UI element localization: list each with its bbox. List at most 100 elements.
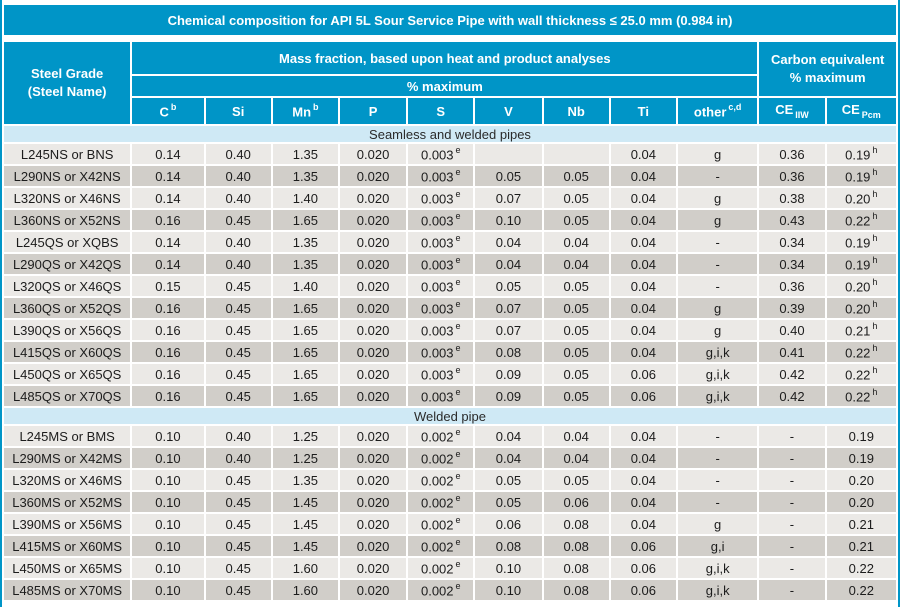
value-cell: 0.10	[132, 448, 204, 468]
value-cell: 0.40	[205, 254, 271, 274]
value-cell: 0.10	[475, 558, 542, 578]
value-cell: -	[677, 166, 758, 186]
table-row: L450MS or X65MS 0.10 0.45 1.60 0.020 0.002 e 0.…	[4, 558, 896, 578]
title-divider	[4, 37, 896, 40]
value-cell: 0.05	[543, 364, 609, 384]
value-cell: 0.05	[475, 166, 542, 186]
value-cell: 0.21	[826, 536, 896, 556]
value-cell: 0.36	[759, 166, 825, 186]
value-cell: 1.60	[272, 580, 338, 600]
value-cell: 0.40	[205, 166, 271, 186]
footnote-mark: e	[455, 166, 461, 177]
value-cell: 0.04	[475, 254, 542, 274]
value-cell: 0.020	[339, 342, 407, 362]
column-header: V	[475, 98, 542, 124]
footnote-mark: e	[455, 426, 461, 437]
value-cell: -	[759, 580, 825, 600]
value-cell: g,i,k	[677, 386, 758, 406]
footnote-mark: b	[170, 101, 177, 112]
value-cell: 1.35	[272, 254, 338, 274]
value-cell: 0.16	[132, 364, 204, 384]
value-cell: 0.003 e	[408, 364, 474, 384]
value-cell: g	[677, 188, 758, 208]
value-cell: 0.42	[759, 364, 825, 384]
value-cell: 0.08	[475, 536, 542, 556]
value-cell: 0.002 e	[408, 448, 474, 468]
value-cell: 0.14	[132, 166, 204, 186]
footnote-mark: e	[455, 276, 461, 287]
value-cell: 0.04	[610, 320, 676, 340]
value-cell: 0.020	[339, 426, 407, 446]
value-cell: 0.020	[339, 364, 407, 384]
value-cell: 0.020	[339, 276, 407, 296]
value-cell: g	[677, 144, 758, 164]
value-cell: 0.05	[475, 276, 542, 296]
value-cell: 0.04	[610, 448, 676, 468]
steel-grade-cell: L290QS or X42QS	[4, 254, 131, 274]
footnote-mark: h	[872, 342, 878, 353]
value-cell: 0.45	[205, 276, 271, 296]
value-cell: 0.38	[759, 188, 825, 208]
table-row: L320MS or X46MS 0.10 0.45 1.35 0.020 0.002 e 0.…	[4, 470, 896, 490]
value-cell: 1.35	[272, 470, 338, 490]
table-row: L360MS or X52MS 0.10 0.45 1.45 0.020 0.002 e 0.…	[4, 492, 896, 512]
footnote-mark: e	[455, 448, 461, 459]
value-cell: 0.003 e	[408, 188, 474, 208]
table-row: L290NS or X42NS 0.14 0.40 1.35 0.020 0.003 e 0.…	[4, 166, 896, 186]
value-cell: 0.45	[205, 470, 271, 490]
value-cell: 1.45	[272, 514, 338, 534]
value-cell: 0.020	[339, 536, 407, 556]
value-cell: 0.05	[475, 492, 542, 512]
value-cell: 0.08	[543, 514, 609, 534]
column-header: P	[339, 98, 407, 124]
value-cell: -	[677, 426, 758, 446]
value-cell: 0.05	[543, 298, 609, 318]
value-cell: 0.45	[205, 320, 271, 340]
value-cell: 0.19 h	[826, 166, 896, 186]
value-cell: g,i,k	[677, 342, 758, 362]
value-cell: 0.06	[543, 492, 609, 512]
column-header: Si	[205, 98, 271, 124]
value-cell: g,i,k	[677, 364, 758, 384]
value-cell: 0.05	[543, 320, 609, 340]
value-cell: 1.35	[272, 144, 338, 164]
value-cell: 0.04	[610, 426, 676, 446]
value-cell: 0.14	[132, 144, 204, 164]
value-cell: 0.43	[759, 210, 825, 230]
column-header: CE Pcm	[826, 98, 896, 124]
footnote-mark: e	[455, 144, 461, 155]
column-header: Ti	[610, 98, 676, 124]
footnote-mark: e	[455, 386, 461, 397]
value-cell: 0.10	[132, 426, 204, 446]
value-cell: 0.04	[610, 232, 676, 252]
value-cell: 1.65	[272, 364, 338, 384]
footnote-mark: e	[455, 188, 461, 199]
value-cell: 0.06	[610, 536, 676, 556]
value-cell: 0.020	[339, 210, 407, 230]
table-row: L485QS or X70QS 0.16 0.45 1.65 0.020 0.003 e 0.…	[4, 386, 896, 406]
value-cell: 0.003 e	[408, 144, 474, 164]
table-row: L320NS or X46NS 0.14 0.40 1.40 0.020 0.003 e 0.…	[4, 188, 896, 208]
value-cell: 0.04	[543, 232, 609, 252]
value-cell: 0.45	[205, 210, 271, 230]
footnote-mark: e	[455, 536, 461, 547]
value-cell: 0.003 e	[408, 276, 474, 296]
value-cell: 0.16	[132, 386, 204, 406]
value-cell: 0.45	[205, 386, 271, 406]
value-cell: 0.003 e	[408, 298, 474, 318]
value-cell: 1.65	[272, 386, 338, 406]
steel-grade-cell: L290NS or X42NS	[4, 166, 131, 186]
value-cell: 0.22 h	[826, 386, 896, 406]
value-cell: 0.05	[543, 166, 609, 186]
value-cell: 0.19 h	[826, 232, 896, 252]
value-cell: 1.65	[272, 210, 338, 230]
value-cell: 0.04	[543, 448, 609, 468]
footnote-mark: e	[455, 210, 461, 221]
value-cell: g,i,k	[677, 580, 758, 600]
value-cell: 1.60	[272, 558, 338, 578]
value-cell: 0.04	[610, 144, 676, 164]
section-header: Seamless and welded pipes	[4, 126, 896, 142]
value-cell: 0.003 e	[408, 166, 474, 186]
steel-grade-cell: L485MS or X70MS	[4, 580, 131, 600]
value-cell: 1.65	[272, 320, 338, 340]
